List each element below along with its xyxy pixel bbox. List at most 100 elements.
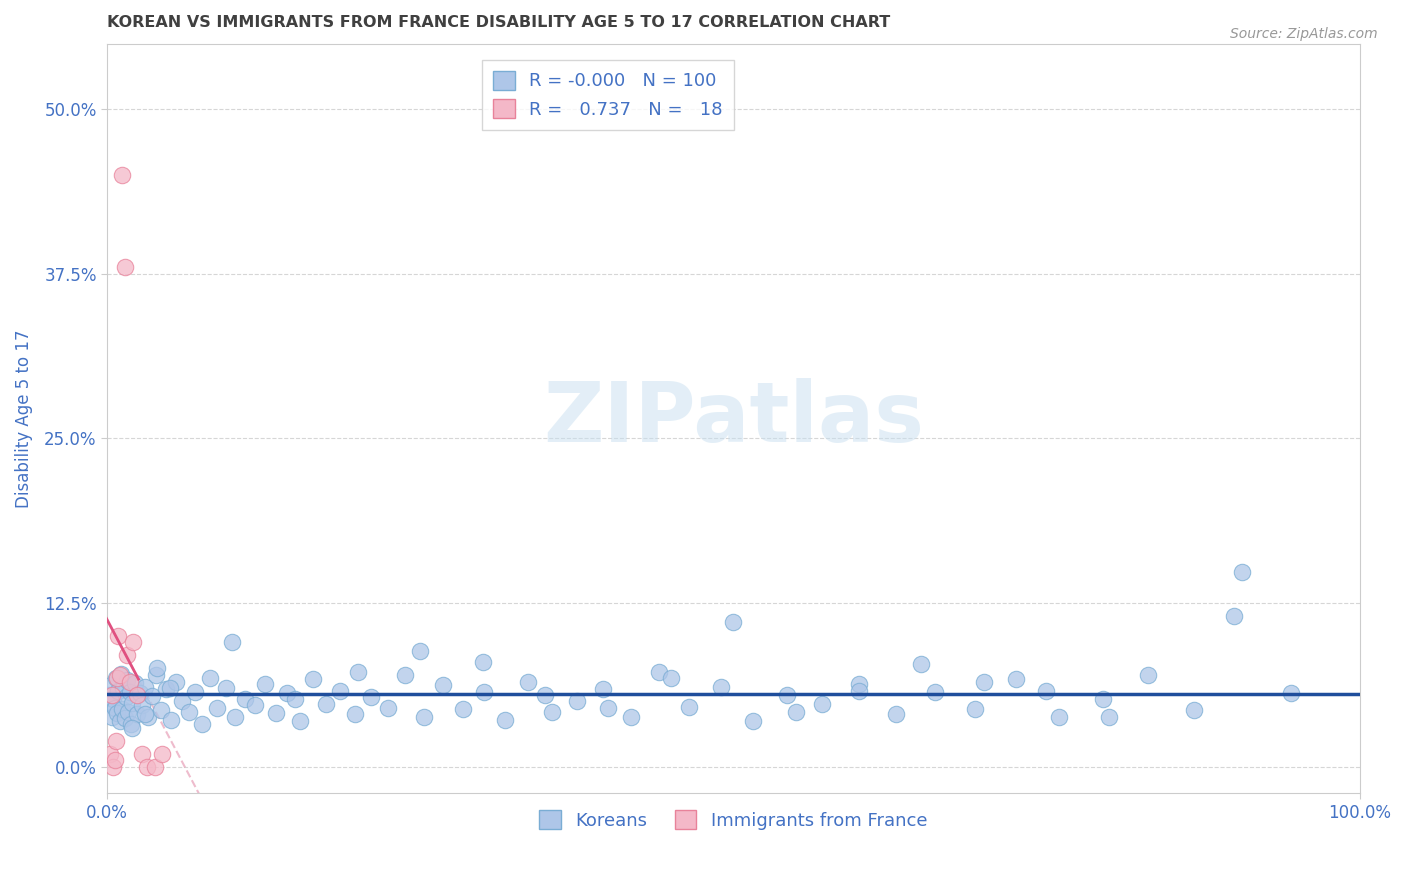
Point <box>191 716 214 731</box>
Point <box>105 671 128 685</box>
Point <box>1230 566 1253 580</box>
Point <box>107 683 129 698</box>
Point <box>785 705 807 719</box>
Point <box>540 705 562 719</box>
Point <box>100 678 122 692</box>
Point <box>723 615 745 630</box>
Point <box>124 676 146 690</box>
Point <box>107 628 129 642</box>
Point <box>177 705 200 719</box>
Point <box>1279 686 1302 700</box>
Point <box>221 635 243 649</box>
Point <box>198 671 221 685</box>
Point <box>134 680 156 694</box>
Point <box>472 685 495 699</box>
Point <box>233 691 256 706</box>
Point <box>924 685 946 699</box>
Point <box>98 747 121 761</box>
Point <box>973 674 995 689</box>
Point <box>315 697 337 711</box>
Point <box>494 713 516 727</box>
Point <box>288 714 311 728</box>
Point <box>128 686 150 700</box>
Point <box>136 760 159 774</box>
Point <box>146 661 169 675</box>
Point <box>516 674 538 689</box>
Point <box>110 666 132 681</box>
Point <box>165 674 187 689</box>
Point <box>115 648 138 663</box>
Point <box>118 674 141 689</box>
Point <box>1136 668 1159 682</box>
Legend: Koreans, Immigrants from France: Koreans, Immigrants from France <box>533 803 935 837</box>
Point <box>678 699 700 714</box>
Point <box>112 681 135 695</box>
Point <box>115 673 138 688</box>
Point <box>329 683 352 698</box>
Point <box>138 710 160 724</box>
Point <box>224 710 246 724</box>
Point <box>471 655 494 669</box>
Point <box>776 688 799 702</box>
Point <box>141 689 163 703</box>
Point <box>264 706 287 720</box>
Point <box>117 705 139 719</box>
Point <box>103 691 125 706</box>
Point <box>413 710 436 724</box>
Point <box>394 668 416 682</box>
Point <box>131 698 153 713</box>
Point <box>592 682 614 697</box>
Point <box>121 696 143 710</box>
Point <box>534 688 557 702</box>
Point <box>565 694 588 708</box>
Point <box>131 747 153 761</box>
Point <box>104 754 127 768</box>
Point <box>150 704 173 718</box>
Point <box>596 701 619 715</box>
Point <box>432 678 454 692</box>
Point <box>1091 691 1114 706</box>
Point <box>97 688 120 702</box>
Point <box>360 690 382 705</box>
Point <box>1035 683 1057 698</box>
Point <box>377 701 399 715</box>
Point <box>111 168 134 182</box>
Point <box>155 682 177 697</box>
Point <box>127 707 149 722</box>
Point <box>150 747 173 761</box>
Point <box>145 668 167 682</box>
Point <box>884 707 907 722</box>
Point <box>160 713 183 727</box>
Point <box>284 691 307 706</box>
Point <box>101 688 124 702</box>
Point <box>409 644 432 658</box>
Point <box>648 665 671 680</box>
Point <box>276 686 298 700</box>
Text: Source: ZipAtlas.com: Source: ZipAtlas.com <box>1230 27 1378 41</box>
Point <box>105 706 128 720</box>
Point <box>120 716 142 731</box>
Point <box>346 665 368 680</box>
Point <box>1223 608 1246 623</box>
Point <box>811 697 834 711</box>
Point <box>114 260 136 275</box>
Point <box>1047 710 1070 724</box>
Point <box>659 671 682 685</box>
Point <box>103 760 125 774</box>
Point <box>184 685 207 699</box>
Point <box>159 681 181 695</box>
Point <box>742 714 765 728</box>
Point <box>134 707 156 722</box>
Point <box>710 680 733 694</box>
Point <box>1182 704 1205 718</box>
Text: ZIPatlas: ZIPatlas <box>543 378 924 459</box>
Point <box>122 635 145 649</box>
Point <box>848 683 870 698</box>
Point <box>1005 672 1028 686</box>
Point <box>111 702 134 716</box>
Point <box>108 714 131 728</box>
Text: KOREAN VS IMMIGRANTS FROM FRANCE DISABILITY AGE 5 TO 17 CORRELATION CHART: KOREAN VS IMMIGRANTS FROM FRANCE DISABIL… <box>107 15 890 30</box>
Point <box>215 681 238 695</box>
Point <box>172 694 194 708</box>
Point <box>127 688 149 702</box>
